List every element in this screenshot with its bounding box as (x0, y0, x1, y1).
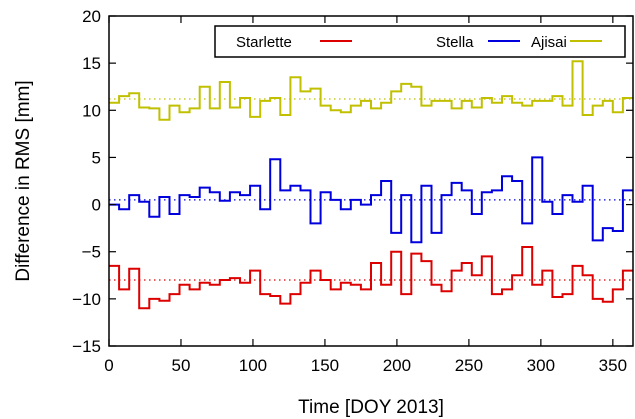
y-tick-label: 0 (92, 196, 101, 215)
series-line-starlette (109, 246, 633, 310)
x-tick-label: 150 (311, 356, 339, 375)
x-tick-label: 300 (527, 356, 555, 375)
y-axis-label: Difference in RMS [mm] (13, 80, 34, 281)
x-tick-label: 350 (599, 356, 627, 375)
x-tick-label: 250 (455, 356, 483, 375)
y-tick-label: 5 (92, 148, 101, 167)
y-tick-label: −10 (72, 290, 101, 309)
x-tick-label: 50 (172, 356, 191, 375)
tick-marks (108, 15, 633, 347)
legend-label-ajisai: Ajisai (531, 34, 567, 51)
x-tick-label: 0 (104, 356, 113, 375)
y-tick-label: 20 (82, 7, 101, 26)
x-tick-labels: 0 50 100 150 200 250 300 350 (104, 356, 627, 375)
legend-label-starlette: Starlette (236, 34, 292, 51)
series-line-stella (109, 156, 633, 244)
x-tick-label: 200 (383, 356, 411, 375)
series-lines (109, 60, 633, 310)
y-tick-label: −15 (72, 337, 101, 356)
plot-frame (108, 15, 634, 347)
y-tick-labels: −15 −10 −5 0 5 10 15 20 (72, 7, 101, 356)
legend-label-stella: Stella (436, 34, 474, 51)
series-line-ajisai (109, 60, 633, 121)
mean-lines (109, 98, 633, 281)
x-tick-label: 100 (239, 356, 267, 375)
legend-box (214, 25, 626, 58)
y-tick-label: 10 (82, 101, 101, 120)
x-axis-label: Time [DOY 2013] (298, 397, 444, 418)
legend: Starlette Stella Ajisai (214, 25, 626, 58)
y-tick-label: −5 (82, 243, 101, 262)
y-tick-label: 15 (82, 54, 101, 73)
